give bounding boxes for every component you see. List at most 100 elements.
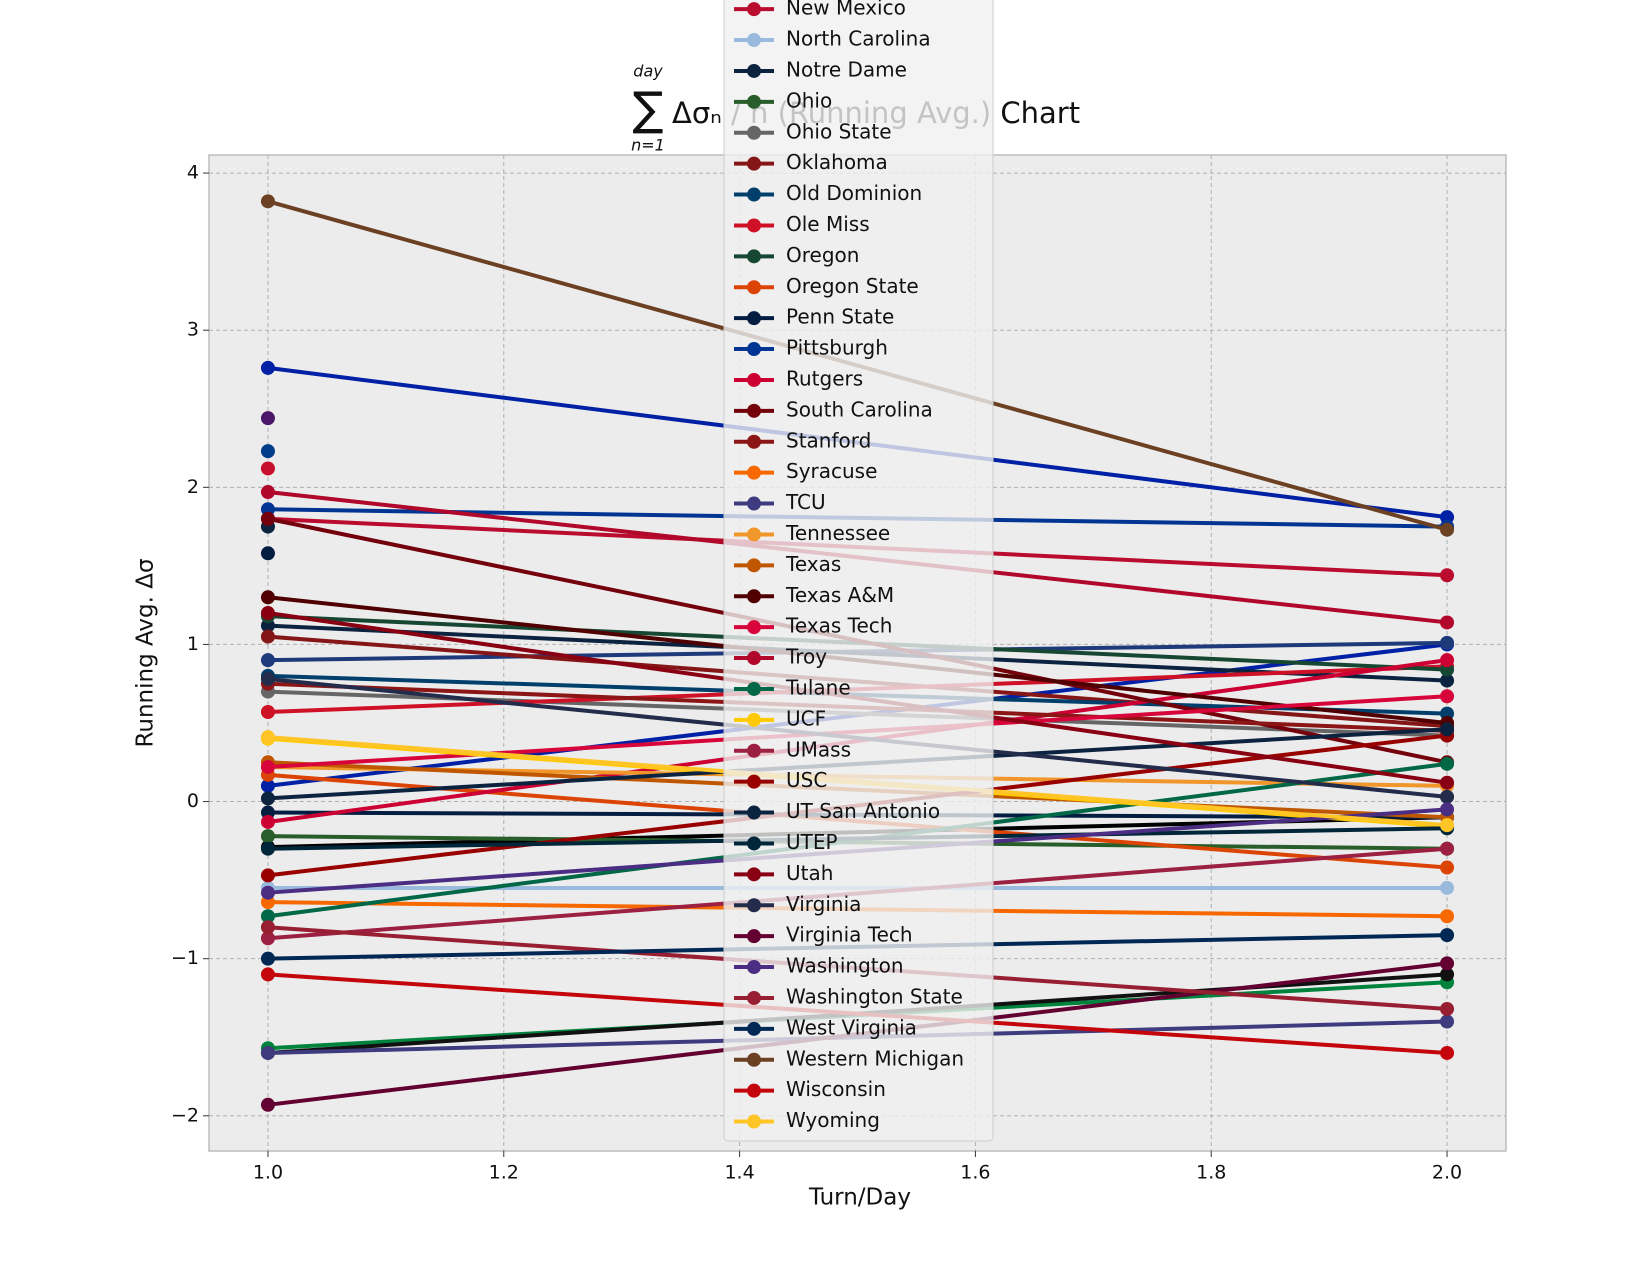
legend-marker xyxy=(747,558,761,573)
legend-label: Virginia Tech xyxy=(786,923,913,947)
y-tick-label: −1 xyxy=(171,947,199,969)
data-point xyxy=(1440,775,1455,790)
legend-marker xyxy=(747,1052,761,1067)
legend-marker xyxy=(747,403,761,418)
legend-label: Western Michigan xyxy=(786,1046,964,1070)
y-tick-label: 1 xyxy=(187,633,199,655)
x-tick-label: 1.6 xyxy=(960,1162,990,1184)
legend-marker xyxy=(747,774,761,789)
legend-label: Pittsburgh xyxy=(786,336,888,360)
legend-box xyxy=(723,0,994,1142)
legend-marker xyxy=(747,1083,761,1098)
legend-label: Stanford xyxy=(786,428,871,452)
y-axis-label: Running Avg. Δσ xyxy=(133,558,159,747)
legend-label: Tulane xyxy=(785,675,851,699)
legend-label: UCF xyxy=(786,706,826,730)
legend-marker xyxy=(747,187,761,202)
data-point xyxy=(260,1097,275,1112)
legend-label: Notre Dame xyxy=(786,57,907,81)
data-point xyxy=(260,672,275,687)
data-point xyxy=(260,841,275,856)
data-point xyxy=(1440,756,1455,771)
data-point xyxy=(260,485,275,500)
data-point xyxy=(1440,880,1455,895)
data-point xyxy=(260,444,275,459)
legend-marker xyxy=(747,1114,761,1129)
legend-marker xyxy=(747,960,761,975)
data-point xyxy=(260,546,275,561)
data-point xyxy=(1440,522,1455,537)
legend-marker xyxy=(747,94,761,109)
data-point xyxy=(1440,909,1455,924)
x-axis-label: Turn/Day xyxy=(808,1185,911,1211)
data-point xyxy=(1440,653,1455,668)
data-point xyxy=(260,194,275,209)
legend-label: Troy xyxy=(785,645,827,669)
data-point xyxy=(260,778,275,793)
legend-marker xyxy=(747,527,761,542)
data-point xyxy=(260,909,275,924)
legend-label: Oregon State xyxy=(786,274,919,298)
legend-label: Rutgers xyxy=(786,366,863,390)
data-point xyxy=(260,829,275,844)
data-point xyxy=(1440,568,1455,583)
legend-label: Texas A&M xyxy=(785,583,894,607)
legend-label: Ole Miss xyxy=(786,212,870,236)
legend-label: New Mexico xyxy=(786,0,906,20)
legend-label: Oregon xyxy=(786,243,859,267)
legend-label: South Carolina xyxy=(786,397,933,421)
legend-marker xyxy=(747,712,761,727)
y-tick-label: 4 xyxy=(187,162,199,184)
data-point xyxy=(260,511,275,526)
legend-label: Virginia xyxy=(786,892,861,916)
legend-marker xyxy=(747,2,761,17)
title-symbol: ∑ xyxy=(633,82,664,136)
data-point xyxy=(260,730,275,745)
data-point xyxy=(1440,956,1455,971)
title-upper: day xyxy=(633,62,663,81)
data-point xyxy=(260,885,275,900)
data-point xyxy=(260,629,275,644)
data-point xyxy=(1440,689,1455,704)
y-tick-label: 2 xyxy=(187,476,199,498)
legend-marker xyxy=(747,156,761,171)
legend-label: Tennessee xyxy=(785,521,890,545)
legend-marker xyxy=(747,434,761,449)
data-point xyxy=(1440,673,1455,688)
legend-marker xyxy=(747,465,761,480)
legend-marker xyxy=(747,125,761,140)
data-point xyxy=(260,868,275,883)
data-point xyxy=(1440,615,1455,630)
legend-marker xyxy=(747,867,761,882)
data-point xyxy=(1440,1014,1455,1029)
data-point xyxy=(260,360,275,375)
legend-marker xyxy=(747,249,761,264)
legend-label: Utah xyxy=(786,861,833,885)
legend-marker xyxy=(747,836,761,851)
data-point xyxy=(260,704,275,719)
y-tick-label: −2 xyxy=(171,1104,199,1126)
legend-label: TCU xyxy=(785,490,826,514)
legend-label: Ohio xyxy=(786,88,832,112)
data-point xyxy=(260,791,275,806)
data-point xyxy=(260,759,275,774)
legend-label: North Carolina xyxy=(786,27,931,51)
data-point xyxy=(260,461,275,476)
legend-marker xyxy=(747,589,761,604)
legend-marker xyxy=(747,280,761,295)
legend-label: West Virginia xyxy=(786,1015,917,1039)
legend-marker xyxy=(747,620,761,635)
legend-label: UT San Antonio xyxy=(786,799,940,823)
legend-marker xyxy=(747,929,761,944)
legend-label: Ohio State xyxy=(786,119,892,143)
data-point xyxy=(1440,1001,1455,1016)
data-point xyxy=(260,606,275,621)
data-point xyxy=(1440,818,1455,833)
data-point xyxy=(260,814,275,829)
legend-label: UTEP xyxy=(786,830,838,854)
legend-marker xyxy=(747,898,761,913)
data-point xyxy=(1440,722,1455,737)
legend-marker xyxy=(747,496,761,511)
legend-label: UMass xyxy=(786,737,851,761)
legend-label: Wyoming xyxy=(786,1108,880,1132)
